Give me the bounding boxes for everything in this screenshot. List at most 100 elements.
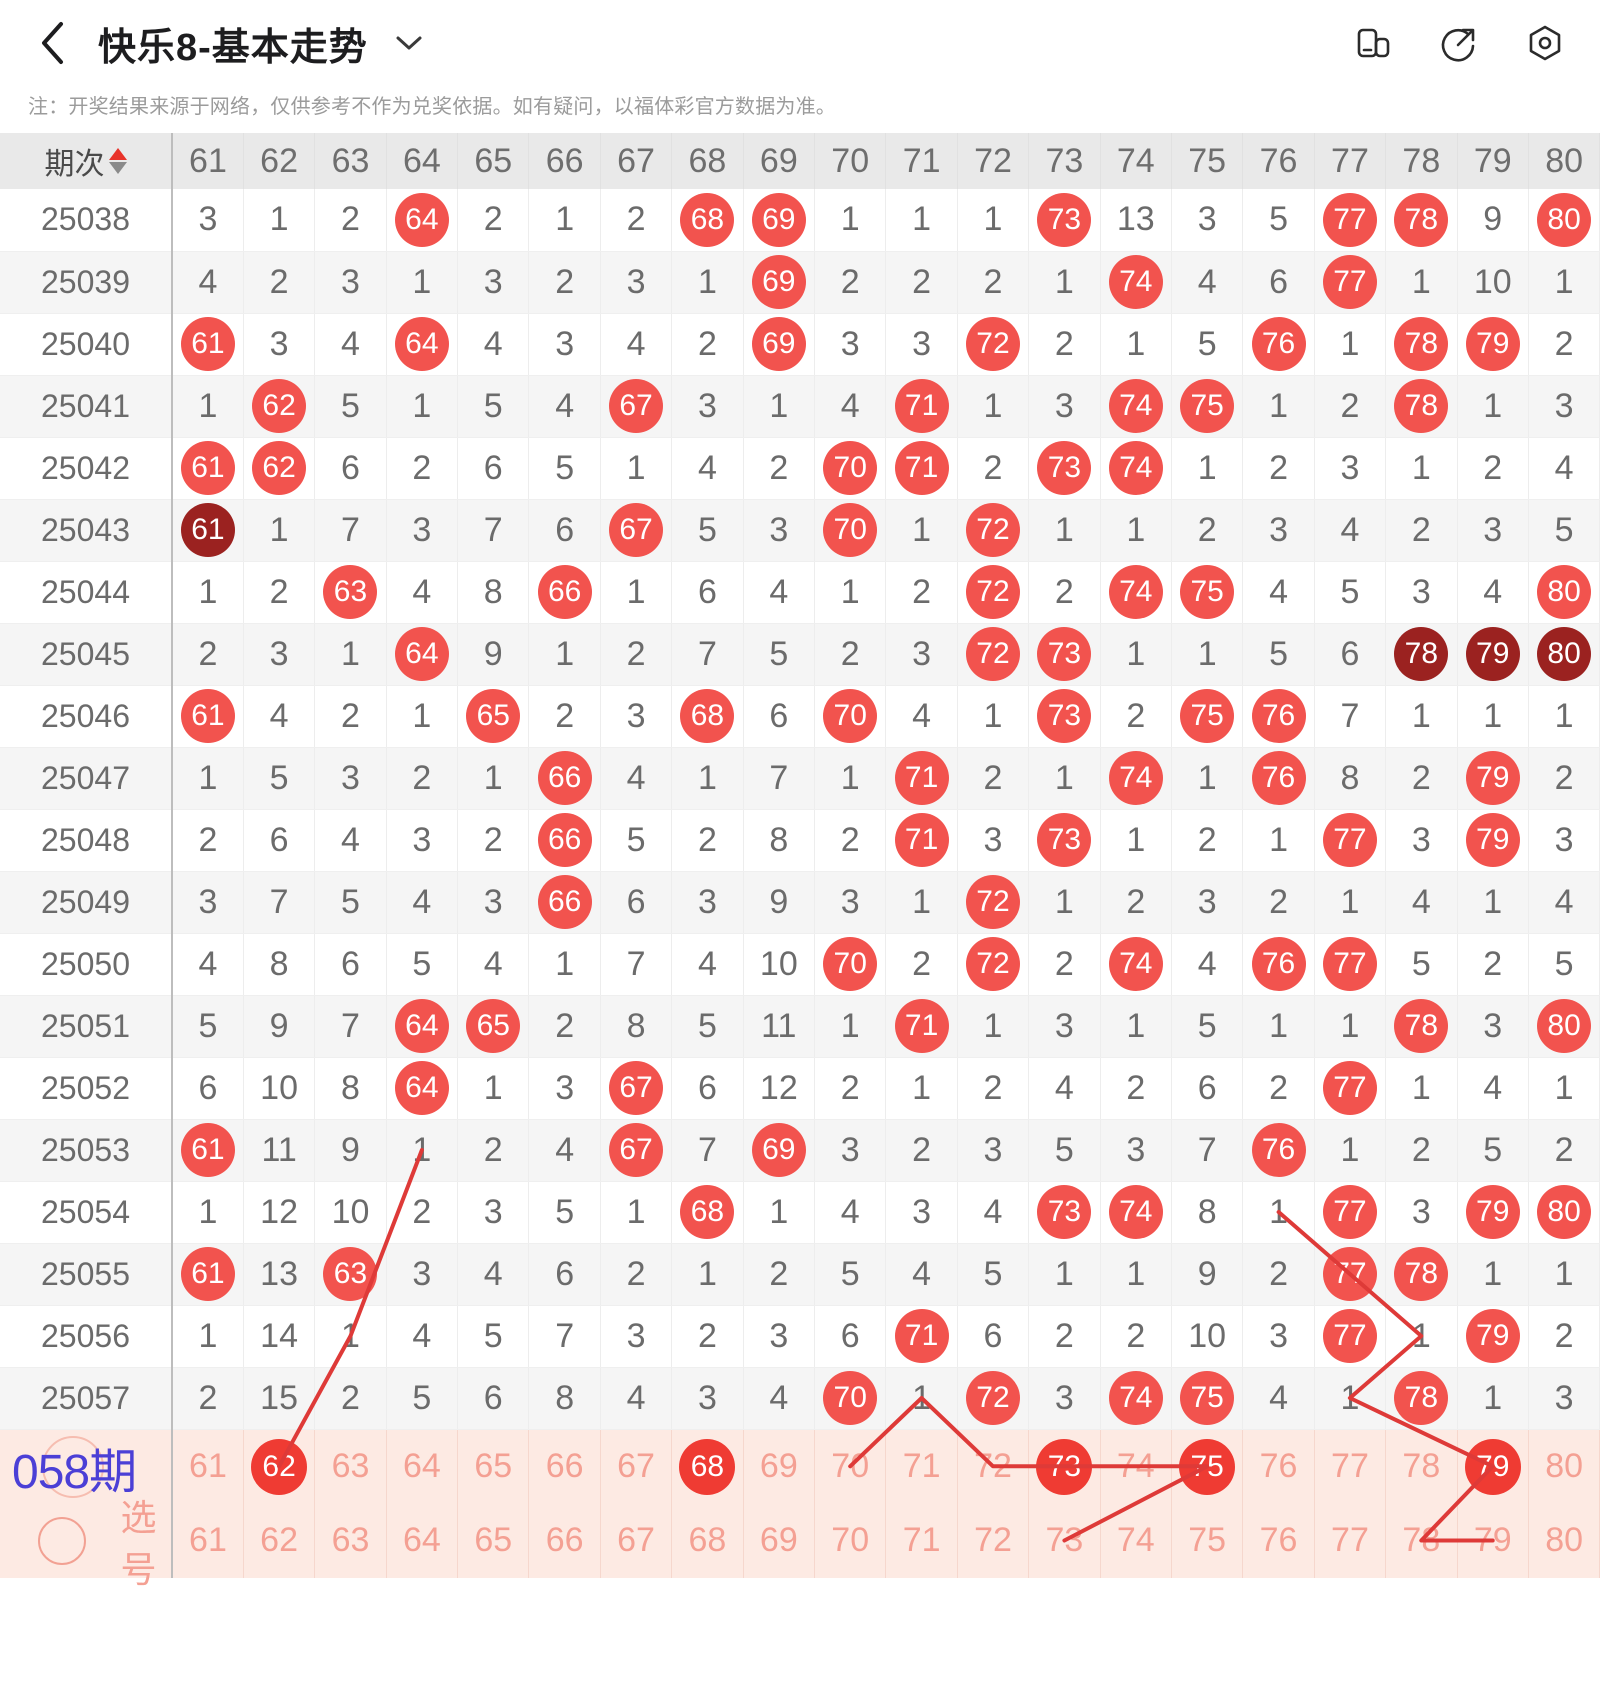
cell-70[interactable]: 2 — [814, 809, 887, 872]
cell-65[interactable]: 65 — [457, 995, 530, 1058]
cell-69[interactable]: 3 — [743, 499, 816, 562]
cell-63[interactable]: 2 — [314, 685, 387, 748]
cell-69[interactable]: 69 — [743, 1119, 816, 1182]
column-header-76[interactable]: 76 — [1242, 133, 1315, 189]
cell-72[interactable]: 6 — [957, 1305, 1030, 1368]
cell-69[interactable]: 69 — [743, 313, 816, 376]
cell-66[interactable]: 1 — [528, 933, 601, 996]
cell-72[interactable]: 3 — [957, 1119, 1030, 1182]
cell-78[interactable]: 2 — [1385, 1119, 1458, 1182]
cell-67[interactable]: 67 — [600, 1057, 673, 1120]
cell-61[interactable]: 4 — [172, 251, 244, 314]
cell-78[interactable]: 1 — [1385, 1057, 1458, 1120]
cell-75[interactable]: 7 — [1171, 1119, 1244, 1182]
cell-69[interactable]: 9 — [743, 871, 816, 934]
cell-80[interactable]: 1 — [1528, 1057, 1600, 1120]
cell-76[interactable]: 76 — [1242, 933, 1315, 996]
pick-number-cell-69[interactable]: 69 — [743, 1503, 816, 1578]
cell-69[interactable]: 4 — [743, 561, 816, 624]
cell-63[interactable]: 7 — [314, 995, 387, 1058]
cell-75[interactable]: 75 — [1171, 375, 1244, 438]
table-row[interactable]: 25051 5 9 7 64 65 2 8 5 11 1 71 1 3 1 5 1 1 78 3 80 — [0, 995, 1600, 1058]
cell-76[interactable]: 2 — [1242, 871, 1315, 934]
cell-78[interactable]: 1 — [1385, 251, 1458, 314]
cell-77[interactable]: 6 — [1314, 623, 1387, 686]
back-icon[interactable] — [30, 20, 76, 66]
cell-69[interactable]: 1 — [743, 1181, 816, 1244]
cell-78[interactable]: 4 — [1385, 871, 1458, 934]
column-header-64[interactable]: 64 — [386, 133, 459, 189]
pick-number-cell-75[interactable]: 75 — [1171, 1503, 1244, 1578]
cell-68[interactable]: 7 — [671, 1119, 744, 1182]
column-header-70[interactable]: 70 — [814, 133, 887, 189]
cell-76[interactable]: 1 — [1242, 1181, 1315, 1244]
cell-75[interactable]: 75 — [1171, 1367, 1244, 1430]
cell-66[interactable]: 3 — [528, 1057, 601, 1120]
footer-number-cell-62[interactable]: 62 — [243, 1429, 316, 1504]
table-row[interactable]: 25050 4 8 6 5 4 1 7 4 10 70 2 72 2 74 4 76 77 5 2 5 — [0, 933, 1600, 996]
cell-63[interactable]: 2 — [314, 1367, 387, 1430]
cell-73[interactable]: 73 — [1028, 1181, 1101, 1244]
cell-74[interactable]: 3 — [1100, 1119, 1172, 1182]
cell-78[interactable]: 1 — [1385, 685, 1458, 748]
cell-79[interactable]: 1 — [1457, 871, 1529, 934]
cell-64[interactable]: 4 — [386, 561, 459, 624]
cell-78[interactable]: 78 — [1385, 995, 1458, 1058]
cell-70[interactable]: 4 — [814, 375, 887, 438]
cell-67[interactable]: 4 — [600, 313, 673, 376]
cell-68[interactable]: 1 — [671, 251, 744, 314]
table-row[interactable]: 25055 61 13 63 3 4 6 2 1 2 5 4 5 1 1 9 2 77 78 1 1 — [0, 1243, 1600, 1306]
cell-77[interactable]: 77 — [1314, 1243, 1387, 1306]
cell-70[interactable]: 1 — [814, 747, 887, 810]
cell-78[interactable]: 78 — [1385, 313, 1458, 376]
cell-61[interactable]: 61 — [172, 437, 244, 500]
cell-61[interactable]: 61 — [172, 313, 244, 376]
cell-74[interactable]: 74 — [1100, 437, 1172, 500]
cell-80[interactable]: 5 — [1528, 933, 1600, 996]
pick-number-cell-64[interactable]: 64 — [386, 1503, 459, 1578]
cell-70[interactable]: 3 — [814, 1119, 887, 1182]
cell-79[interactable]: 79 — [1457, 1181, 1529, 1244]
cell-76[interactable]: 4 — [1242, 561, 1315, 624]
cell-66[interactable]: 7 — [528, 1305, 601, 1368]
period-column-header[interactable]: 期次 — [0, 133, 173, 189]
cell-74[interactable]: 1 — [1100, 623, 1172, 686]
cell-80[interactable]: 5 — [1528, 499, 1600, 562]
footer-number-cell-76[interactable]: 76 — [1242, 1429, 1315, 1504]
cell-74[interactable]: 13 — [1100, 189, 1172, 252]
cell-72[interactable]: 72 — [957, 561, 1030, 624]
cell-80[interactable]: 3 — [1528, 809, 1600, 872]
circle-outline-icon[interactable] — [38, 1516, 86, 1565]
cell-79[interactable]: 79 — [1457, 313, 1529, 376]
cell-75[interactable]: 10 — [1171, 1305, 1244, 1368]
footer-pick-cell[interactable]: 选号 — [0, 1497, 173, 1590]
cell-67[interactable]: 2 — [600, 189, 673, 252]
cell-68[interactable]: 5 — [671, 499, 744, 562]
cell-72[interactable]: 72 — [957, 313, 1030, 376]
cell-64[interactable]: 64 — [386, 313, 459, 376]
cell-71[interactable]: 1 — [885, 499, 958, 562]
cell-61[interactable]: 6 — [172, 1057, 244, 1120]
cell-64[interactable]: 5 — [386, 933, 459, 996]
table-row[interactable]: 25053 61 11 9 1 2 4 67 7 69 3 2 3 5 3 7 76 1 2 5 2 — [0, 1119, 1600, 1182]
cell-74[interactable]: 74 — [1100, 375, 1172, 438]
cell-68[interactable]: 5 — [671, 995, 744, 1058]
cell-61[interactable]: 1 — [172, 1305, 244, 1368]
cell-74[interactable]: 1 — [1100, 313, 1172, 376]
cell-76[interactable]: 3 — [1242, 499, 1315, 562]
cell-69[interactable]: 5 — [743, 623, 816, 686]
cell-64[interactable]: 64 — [386, 995, 459, 1058]
cell-74[interactable]: 74 — [1100, 1367, 1172, 1430]
cell-75[interactable]: 4 — [1171, 933, 1244, 996]
cell-78[interactable]: 78 — [1385, 189, 1458, 252]
cell-62[interactable]: 4 — [243, 685, 316, 748]
cell-75[interactable]: 2 — [1171, 499, 1244, 562]
pick-number-cell-74[interactable]: 74 — [1100, 1503, 1172, 1578]
cell-78[interactable]: 3 — [1385, 1181, 1458, 1244]
cell-77[interactable]: 3 — [1314, 437, 1387, 500]
cell-63[interactable]: 6 — [314, 933, 387, 996]
cell-66[interactable]: 4 — [528, 1119, 601, 1182]
cell-75[interactable]: 3 — [1171, 871, 1244, 934]
cell-78[interactable]: 78 — [1385, 1367, 1458, 1430]
cell-73[interactable]: 3 — [1028, 375, 1101, 438]
